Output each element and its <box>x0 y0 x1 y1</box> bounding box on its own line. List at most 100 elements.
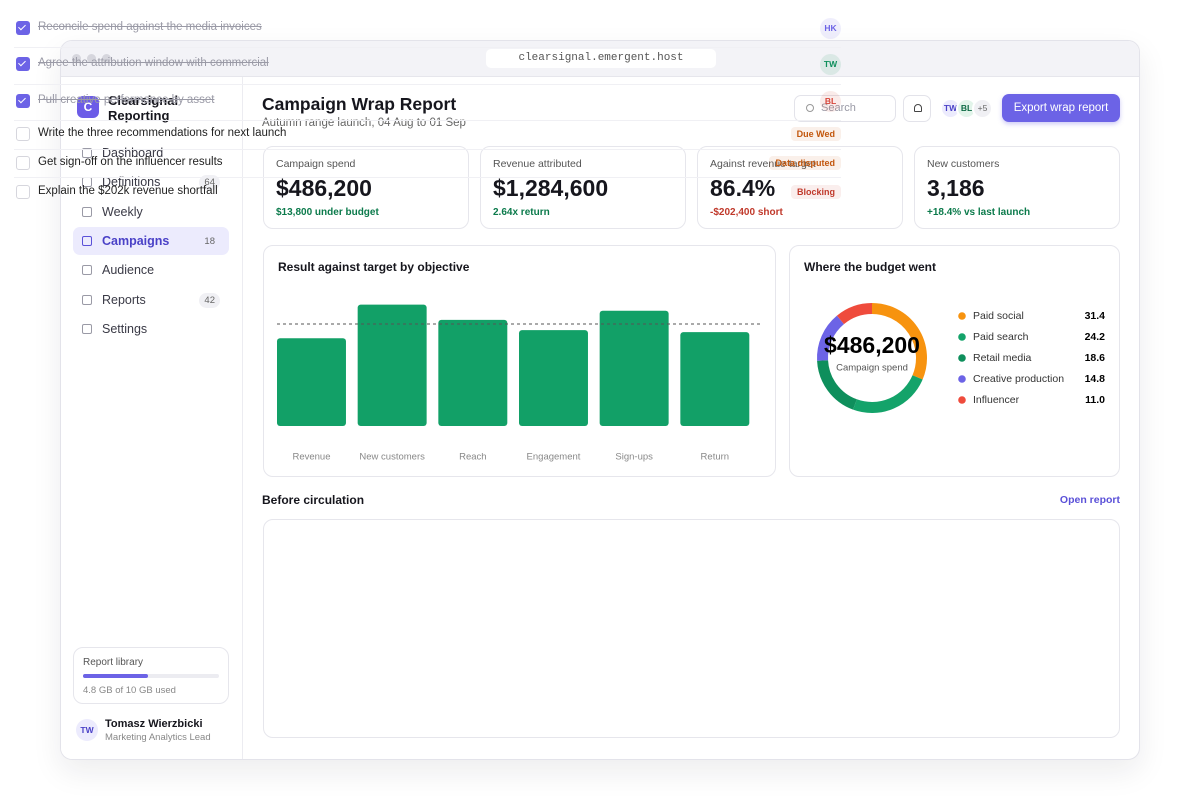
chart-title: Result against target by objective <box>278 260 470 274</box>
kpi-card: Revenue attributed $1,284,600 2.64x return <box>480 146 686 229</box>
kpi-value: $1,284,600 <box>493 175 609 201</box>
task-text: Agree the attribution window with commer… <box>38 57 269 70</box>
library-title: Report library <box>83 657 144 668</box>
status-pill: Due Wed <box>790 127 841 142</box>
task-text: Write the three recommendations for next… <box>38 127 287 140</box>
nav-count: 18 <box>204 235 215 247</box>
checkbox[interactable] <box>16 21 30 36</box>
legend-swatch <box>958 354 966 362</box>
donut-center-value: $486,200 <box>824 332 920 358</box>
x-tick-label: New customers <box>359 452 425 463</box>
search-placeholder: Search <box>821 102 856 114</box>
bar <box>599 310 669 426</box>
checkbox[interactable] <box>16 93 30 108</box>
nav-item[interactable]: Reports 42 <box>73 286 229 314</box>
nav-item[interactable]: Audience <box>73 256 229 284</box>
window-dot <box>72 54 81 63</box>
library-fill <box>83 674 149 678</box>
nav-icon <box>82 148 92 158</box>
legend-value: 24.2 <box>1085 331 1106 343</box>
kpi-note: 2.64x return <box>493 207 550 218</box>
nav-item[interactable]: Campaigns 18 <box>73 226 229 255</box>
status-pill: Blocking <box>790 184 841 199</box>
kpi-note: -$202,400 short <box>710 207 783 218</box>
team-more: +5 <box>972 98 993 119</box>
kpi-note: +18.4% vs last launch <box>927 207 1031 218</box>
assignee-avatar: TW <box>820 54 841 76</box>
legend-label: Creative production <box>973 373 1064 385</box>
checklist-row: Get sign-off on the influencer results Da… <box>14 150 841 179</box>
title-bar: clearsignal.emergent.host <box>61 41 1139 77</box>
url-bar[interactable]: clearsignal.emergent.host <box>486 49 716 68</box>
check-mark <box>18 22 26 31</box>
library-card: Report library 4.8 GB of 10 GB used <box>73 647 229 704</box>
legend-label: Influencer <box>973 394 1020 406</box>
assignee-avatar: BL <box>820 90 841 112</box>
brand-name: Clearsignal Reporting <box>108 93 179 123</box>
export-button[interactable]: Export wrap report <box>1002 94 1120 122</box>
chart-card: Where the budget went <box>789 245 1120 477</box>
kpi-card: New customers 3,186 +18.4% vs last launch <box>914 146 1120 229</box>
kpi-label: Against revenue target <box>710 158 816 170</box>
kpi-value: 3,186 <box>927 175 985 201</box>
task-text: Pull creative performance by asset <box>38 93 215 106</box>
nav-label: Definitions <box>102 175 161 190</box>
nav-label: Campaigns <box>102 233 170 248</box>
bell-icon <box>914 104 922 112</box>
nav-item[interactable]: Definitions 64 <box>73 168 229 196</box>
kpi-value: $486,200 <box>276 175 372 201</box>
legend-swatch <box>958 312 966 320</box>
legend-value: 31.4 <box>1085 310 1106 322</box>
legend-label: Paid search <box>973 331 1029 343</box>
legend-value: 14.8 <box>1085 373 1106 385</box>
bar <box>277 338 346 426</box>
kpi-label: Campaign spend <box>276 158 356 170</box>
legend-label: Retail media <box>973 352 1032 364</box>
nav-label: Settings <box>102 321 148 336</box>
x-tick-label: Engagement <box>527 452 581 463</box>
bar <box>357 304 427 426</box>
library-usage: 4.8 GB of 10 GB used <box>83 685 176 696</box>
search-box[interactable]: Search <box>794 95 896 122</box>
notifications-button[interactable] <box>903 95 931 122</box>
checklist-row: Pull creative performance by asset BL <box>14 85 841 121</box>
legend-value: 11.0 <box>1085 394 1105 406</box>
nav-label: Reports <box>102 292 146 307</box>
checklist-row: Write the three recommendations for next… <box>14 121 841 150</box>
checkbox[interactable] <box>16 155 30 170</box>
legend-value: 18.6 <box>1085 352 1106 364</box>
task-text: Get sign-off on the influencer results <box>38 155 223 168</box>
checklist-row: Reconcile spend against the media invoic… <box>14 12 841 49</box>
bar <box>680 332 750 426</box>
x-tick-label: Return <box>701 452 730 463</box>
search-icon <box>806 104 814 112</box>
checkbox[interactable] <box>16 127 30 142</box>
donut-segment <box>836 303 873 325</box>
check-mark <box>18 95 26 104</box>
x-tick-label: Sign-ups <box>615 452 653 463</box>
bar-chart: Revenue New customers Reach Engagement Sign-… <box>277 304 761 463</box>
bar <box>438 319 508 426</box>
kpi-note: $13,800 under budget <box>276 207 379 218</box>
nav-item[interactable]: Weekly <box>73 198 229 226</box>
section-title: Before circulation <box>262 493 365 507</box>
window-dot <box>87 54 96 63</box>
donut-segment <box>817 359 858 410</box>
nav-label: Weekly <box>102 204 143 219</box>
checklist-card <box>263 519 1120 738</box>
nav-icon <box>82 323 92 334</box>
checkbox[interactable] <box>16 184 30 199</box>
user-name: Tomasz Wierzbicki <box>105 718 203 730</box>
task-text: Explain the $202k revenue shortfall <box>38 184 218 197</box>
kpi-card: Against revenue target 86.4% -$202,400 sho… <box>697 146 903 229</box>
open-report-link[interactable]: Open report <box>1059 494 1120 506</box>
brand-logo: C <box>77 96 99 118</box>
x-tick-label: Revenue <box>292 452 330 463</box>
x-tick-label: Reach <box>459 452 486 463</box>
nav-item[interactable]: Settings <box>73 315 229 343</box>
checkbox[interactable] <box>16 57 30 72</box>
user-avatar: TW <box>76 719 98 741</box>
page-title: Campaign Wrap Report <box>262 94 457 114</box>
check-mark <box>18 59 26 67</box>
